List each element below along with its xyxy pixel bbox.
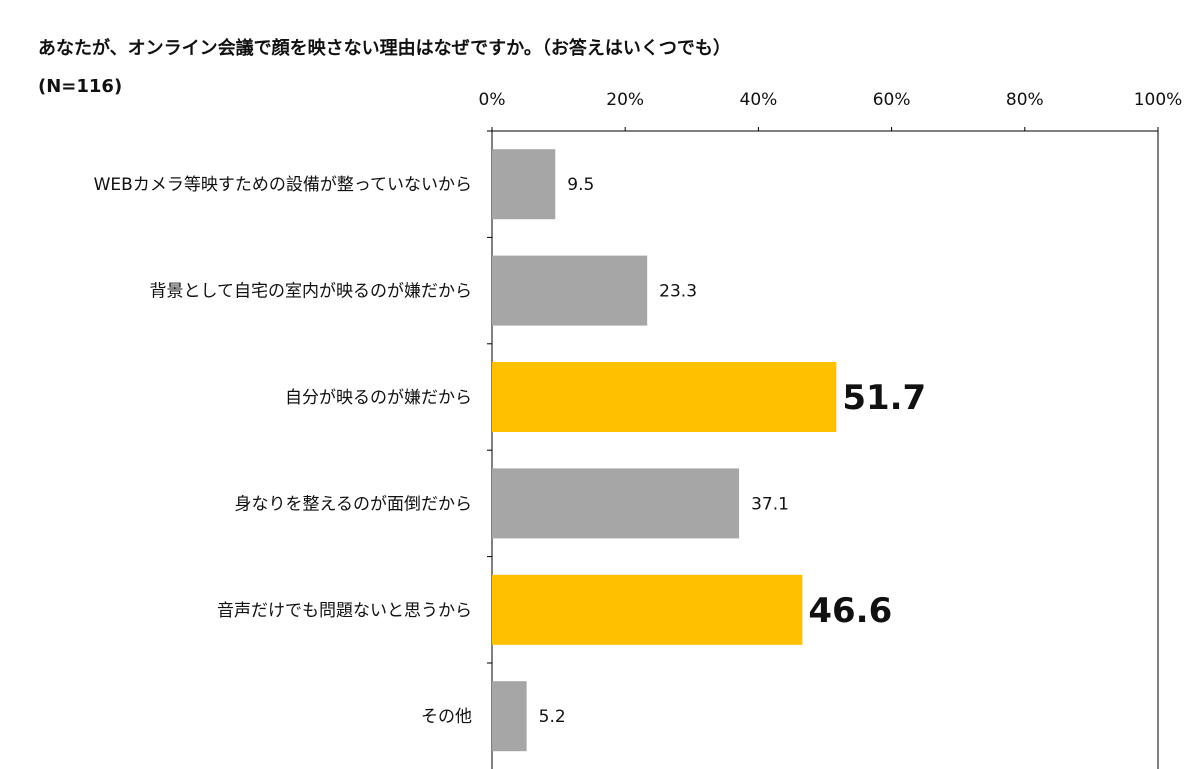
- category-label: WEBカメラ等映すための設備が整っていないから: [94, 175, 472, 195]
- bar: [492, 681, 527, 752]
- data-label: 23.3: [659, 282, 697, 302]
- x-tick-label: 100%: [1134, 90, 1183, 110]
- bar: [492, 255, 648, 326]
- category-label: 身なりを整えるのが面倒だから: [235, 494, 473, 514]
- x-tick-label: 60%: [873, 90, 911, 110]
- x-tick-label: 20%: [606, 90, 644, 110]
- bar: [492, 574, 803, 645]
- data-label: 5.2: [539, 707, 566, 727]
- bar: [492, 149, 556, 220]
- sample-size-label: (N=116): [38, 76, 123, 97]
- bar: [492, 468, 740, 539]
- data-label: 46.6: [808, 591, 892, 631]
- category-label: 背景として自宅の室内が映るのが嫌だから: [150, 282, 473, 302]
- bar: [492, 362, 837, 432]
- data-label: 37.1: [751, 494, 789, 514]
- chart-labels: 0% 20% 40% 60% 80% 100% WEBカメラ等映すための設備が整っていないか…: [94, 90, 1183, 727]
- chart-axes: [487, 127, 1159, 769]
- x-tick-label: 40%: [740, 90, 778, 110]
- bar-series: [492, 149, 837, 752]
- chart-title: あなたが、オンライン会議で顔を映さない理由はなぜですか。（お答えはいくつでも）: [38, 38, 731, 59]
- data-label: 51.7: [842, 378, 926, 418]
- category-label: 音声だけでも問題ないと思うから: [217, 601, 472, 621]
- data-label: 9.5: [567, 175, 594, 195]
- x-tick-label: 0%: [479, 90, 506, 110]
- x-tick-label: 80%: [1006, 90, 1044, 110]
- category-label: その他: [421, 707, 472, 727]
- category-label: 自分が映るのが嫌だから: [285, 388, 472, 408]
